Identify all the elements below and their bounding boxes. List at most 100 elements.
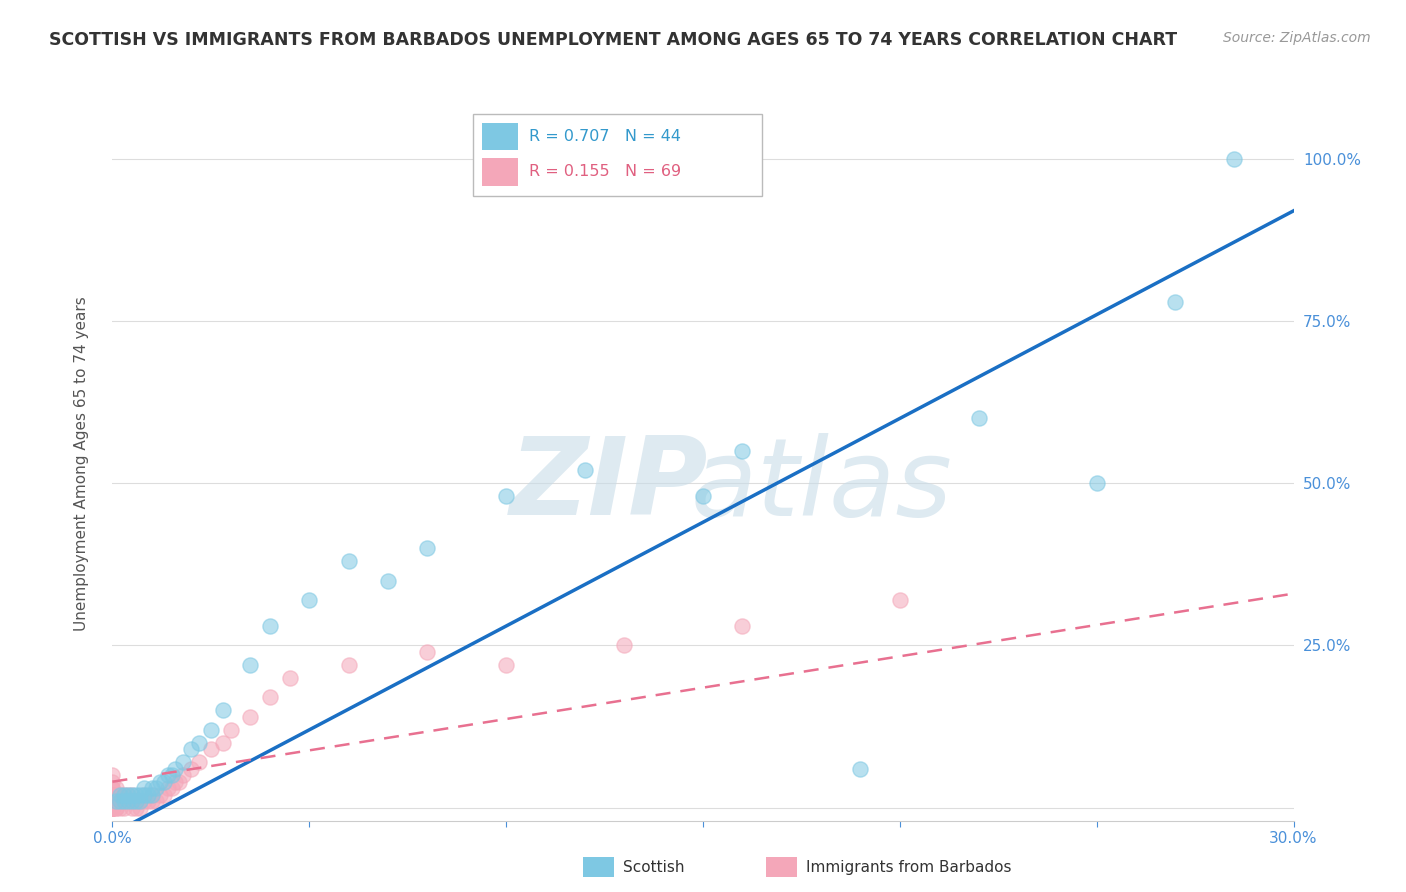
Point [125, 794, 148, 808]
Point [136, 788, 159, 802]
Point [101, 800, 124, 814]
Point [129, 800, 152, 814]
Point [849, 762, 872, 776]
Point [1223, 152, 1246, 166]
Point [101, 781, 124, 796]
Point [101, 794, 124, 808]
Point [101, 800, 124, 814]
Point [156, 781, 179, 796]
Point [101, 768, 124, 782]
Point [219, 723, 242, 737]
Point [337, 554, 360, 568]
Point [112, 794, 135, 808]
Point [110, 788, 132, 802]
Point [416, 541, 439, 556]
Point [298, 593, 321, 607]
Point [125, 788, 148, 802]
Point [132, 781, 155, 796]
Point [200, 723, 222, 737]
Point [239, 657, 262, 672]
FancyBboxPatch shape [482, 123, 517, 150]
Point [149, 774, 172, 789]
Point [105, 800, 128, 814]
Point [105, 794, 128, 808]
Point [105, 788, 128, 802]
Point [101, 800, 124, 814]
Point [101, 788, 124, 802]
Point [149, 788, 172, 802]
Point [141, 781, 163, 796]
Point [416, 645, 439, 659]
Point [180, 742, 202, 756]
Point [110, 794, 132, 808]
Point [160, 781, 183, 796]
Point [101, 788, 124, 802]
Point [337, 657, 360, 672]
Text: Scottish: Scottish [623, 860, 685, 874]
Point [259, 690, 281, 705]
Text: atlas: atlas [690, 433, 952, 538]
Point [156, 768, 179, 782]
Point [172, 768, 194, 782]
Point [160, 768, 183, 782]
Point [165, 774, 187, 789]
Point [211, 736, 233, 750]
FancyBboxPatch shape [482, 159, 517, 186]
Point [495, 489, 517, 503]
Point [117, 794, 139, 808]
Point [121, 788, 143, 802]
Point [110, 788, 132, 802]
Point [105, 781, 128, 796]
Point [692, 489, 714, 503]
Point [105, 794, 128, 808]
Point [105, 788, 128, 802]
FancyBboxPatch shape [472, 114, 762, 196]
Point [129, 794, 152, 808]
Text: R = 0.707   N = 44: R = 0.707 N = 44 [530, 128, 682, 144]
Point [141, 794, 163, 808]
Point [101, 774, 124, 789]
Point [112, 788, 135, 802]
Point [188, 756, 211, 770]
Point [169, 774, 191, 789]
Point [152, 788, 174, 802]
Point [141, 788, 163, 802]
Text: Source: ZipAtlas.com: Source: ZipAtlas.com [1223, 31, 1371, 45]
Point [101, 800, 124, 814]
Point [101, 800, 124, 814]
Point [121, 794, 143, 808]
Point [121, 800, 143, 814]
Point [101, 800, 124, 814]
Point [101, 800, 124, 814]
Point [117, 788, 139, 802]
Point [145, 781, 167, 796]
Point [125, 794, 148, 808]
Point [101, 800, 124, 814]
Point [101, 788, 124, 802]
Point [145, 794, 167, 808]
Point [377, 574, 399, 588]
Text: ZIP: ZIP [509, 433, 707, 538]
Point [101, 800, 124, 814]
Point [132, 788, 155, 802]
Point [574, 463, 596, 477]
Point [121, 788, 143, 802]
Point [125, 800, 148, 814]
Point [239, 710, 262, 724]
Point [129, 794, 152, 808]
Point [967, 411, 990, 425]
Point [141, 788, 163, 802]
Text: R = 0.155   N = 69: R = 0.155 N = 69 [530, 164, 682, 179]
Point [188, 736, 211, 750]
Point [110, 800, 132, 814]
Point [105, 800, 128, 814]
Point [112, 794, 135, 808]
Point [613, 639, 636, 653]
Point [105, 794, 128, 808]
Point [278, 671, 301, 685]
Point [889, 593, 911, 607]
Point [731, 443, 754, 458]
Point [1164, 294, 1187, 309]
Point [117, 794, 139, 808]
Point [132, 794, 155, 808]
